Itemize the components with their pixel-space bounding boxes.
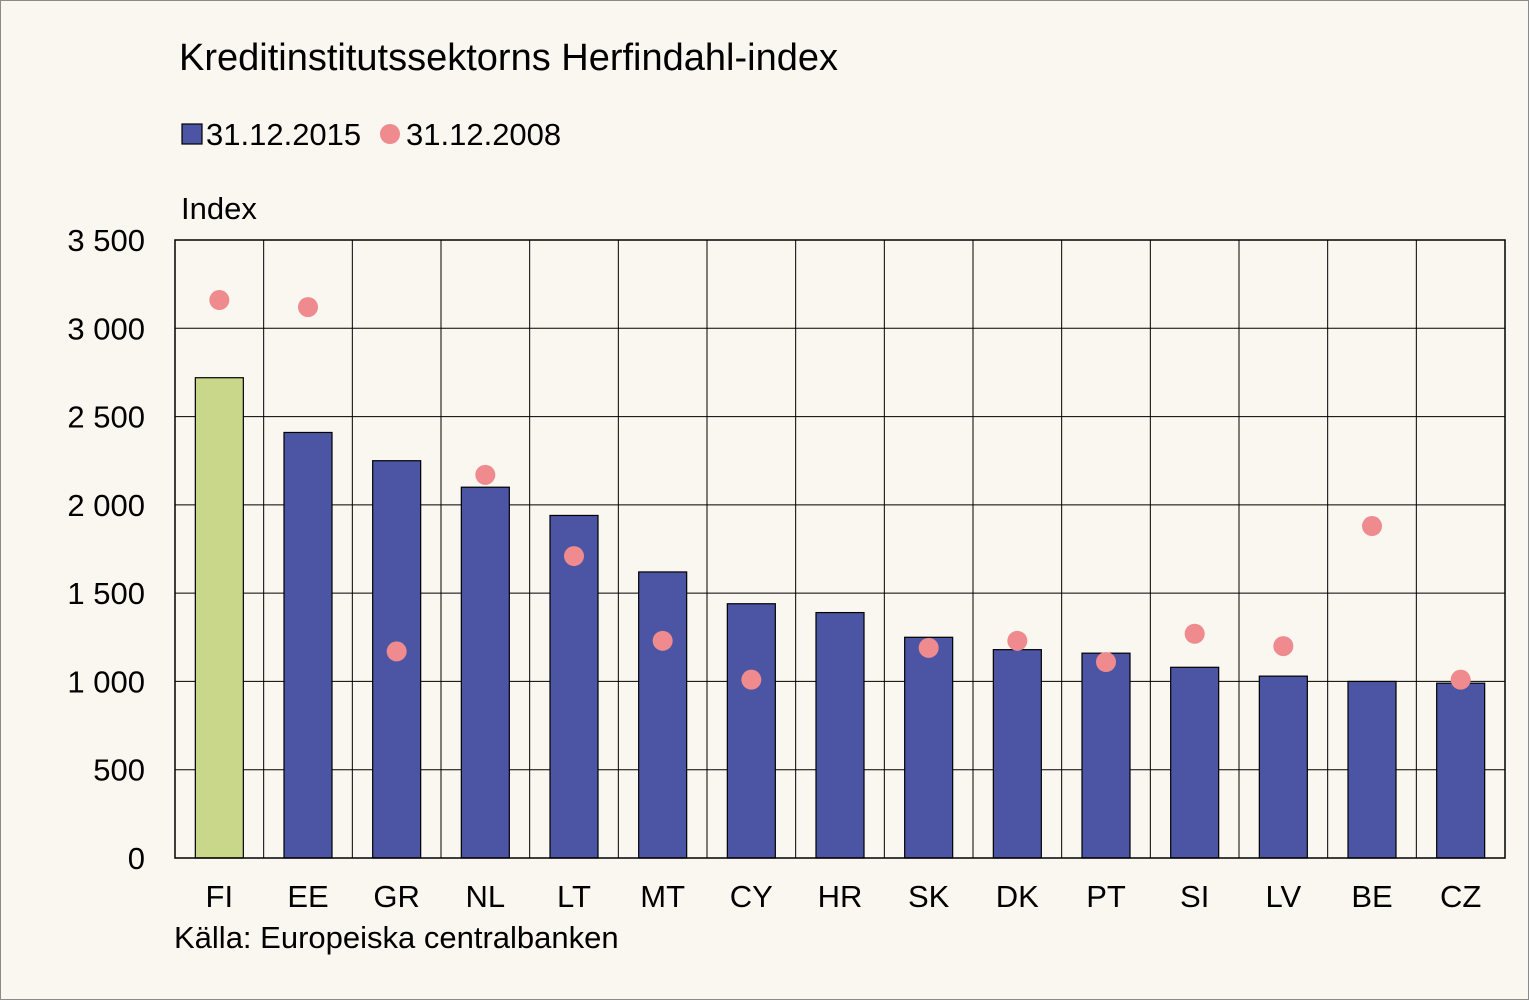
x-tick-label: PT: [1086, 879, 1126, 914]
point-2008-cz: [1450, 669, 1471, 690]
x-tick-label: CY: [730, 879, 773, 914]
x-tick-label: GR: [373, 879, 420, 914]
bar-pt: [1081, 652, 1131, 859]
point-2008-mt: [652, 630, 673, 651]
y-tick-label: 2 500: [67, 400, 145, 435]
y-tick-label: 1 500: [67, 576, 145, 611]
x-tick-label: LT: [557, 879, 591, 914]
legend-label-2008: 31.12.2008: [406, 117, 561, 152]
chart-title: Kreditinstitutssektorns Herfindahl-index: [179, 37, 838, 79]
y-tick-label: 3 000: [67, 311, 145, 346]
point-2008-lt: [564, 546, 584, 567]
x-tick-label: FI: [206, 879, 234, 914]
bar-nl: [460, 486, 510, 859]
bar-mt: [638, 571, 688, 859]
x-tick-label: HR: [818, 879, 863, 914]
legend: 31.12.2015 31.12.2008: [181, 117, 561, 152]
y-tick-label: 1 000: [67, 664, 145, 699]
y-tick-label: 0: [128, 841, 145, 876]
x-tick-label: SI: [1180, 879, 1209, 914]
y-tick-label: 3 500: [67, 223, 145, 258]
point-2008-lv: [1273, 636, 1294, 657]
y-tick-label: 500: [93, 753, 145, 788]
bar-fi: [194, 377, 244, 859]
bar-hr: [815, 611, 865, 859]
point-2008-ee: [298, 297, 318, 318]
legend-label-2015: 31.12.2015: [206, 117, 361, 152]
x-tick-label: DK: [996, 879, 1039, 914]
bar-dk: [992, 649, 1042, 859]
bar-sk: [904, 636, 954, 859]
point-2008-nl: [475, 464, 496, 485]
point-2008-gr: [386, 641, 407, 662]
point-2008-sk: [918, 637, 939, 658]
x-tick-label: NL: [466, 879, 506, 914]
bar-cz: [1436, 682, 1486, 859]
bar-cy: [726, 603, 776, 859]
x-tick-label: MT: [640, 879, 685, 914]
bar-si: [1170, 666, 1220, 859]
x-tick-label: EE: [287, 879, 328, 914]
x-tick-label: LV: [1266, 879, 1302, 914]
bar-lv: [1258, 675, 1308, 859]
point-2008-fi: [209, 290, 230, 311]
source-note: Källa: Europeiska centralbanken: [174, 920, 619, 955]
bar-be: [1347, 680, 1397, 859]
y-tick-label: 2 000: [67, 488, 145, 523]
bar-lt: [549, 514, 599, 859]
y-axis-label: Index: [181, 191, 257, 226]
point-2008-cy: [741, 669, 762, 690]
x-tick-label: SK: [908, 879, 950, 914]
legend-marker-2008: [380, 124, 400, 144]
point-2008-pt: [1096, 652, 1116, 673]
x-tick-label: CZ: [1440, 879, 1481, 914]
bar-ee: [283, 431, 333, 859]
point-2008-be: [1362, 516, 1382, 537]
point-2008-si: [1184, 623, 1205, 644]
plot-border: [174, 239, 1506, 859]
point-2008-dk: [1007, 630, 1028, 651]
legend-swatch-2015: [181, 123, 203, 145]
x-tick-label: BE: [1351, 879, 1392, 914]
plot-area: 0 500 1 000 1 500 2 000 2 500 3 000 3 500 FI EE GR…: [67, 223, 1506, 914]
